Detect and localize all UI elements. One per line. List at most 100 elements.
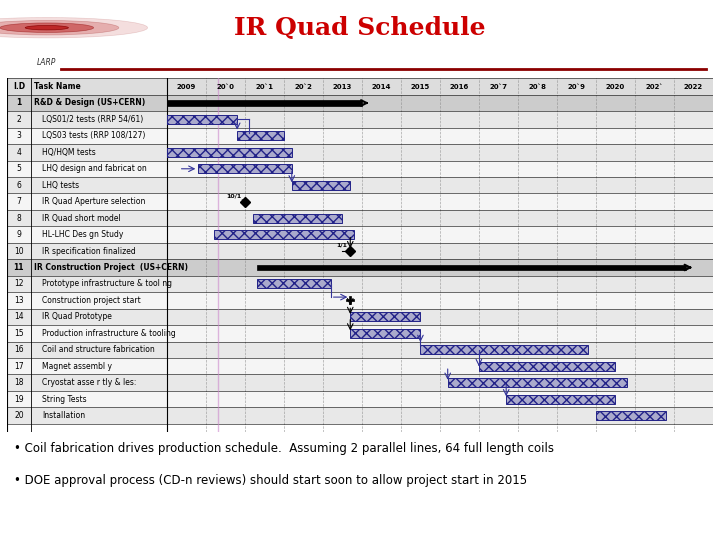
Bar [214,230,354,239]
Bar [7,292,713,309]
Bar [7,94,713,111]
Text: 16: 16 [14,345,24,354]
Bar [350,329,420,338]
Text: 13: 13 [14,296,24,305]
Text: LQS03 tests (RRP 108/127): LQS03 tests (RRP 108/127) [42,131,145,140]
Text: Production infrastructure & tooling: Production infrastructure & tooling [42,329,176,338]
Text: 2: 2 [17,115,22,124]
Text: 1: 1 [17,98,22,107]
Text: I.D: I.D [13,82,25,91]
Text: • Coil fabrication drives production schedule.  Assuming 2 parallel lines, 64 fu: • Coil fabrication drives production sch… [14,442,554,455]
Text: 2022: 2022 [684,84,703,90]
Text: 14: 14 [14,312,24,321]
Bar [479,362,616,371]
Bar [7,177,713,193]
Text: 2020: 2020 [606,84,625,90]
Text: 10/1: 10/1 [227,193,242,198]
Bar [7,374,713,391]
Text: IR Quad Prototype: IR Quad Prototype [42,312,112,321]
Text: HL-LHC Des gn Study: HL-LHC Des gn Study [42,230,124,239]
Bar [7,243,713,259]
Text: IR Quad Aperture selection: IR Quad Aperture selection [42,197,145,206]
Bar [7,276,713,292]
Text: Summary and HL-LHC Plan: Summary and HL-LHC Plan [300,518,420,527]
Bar [350,312,420,321]
Text: 20`0: 20`0 [217,84,235,90]
Text: 2009: 2009 [177,84,197,90]
Text: 20`7: 20`7 [490,84,508,90]
Text: LHQ tests: LHQ tests [42,181,79,190]
Text: 20`9: 20`9 [567,84,585,90]
Text: 202`: 202` [645,84,663,90]
Bar [7,391,713,407]
Bar [7,358,713,374]
Text: 6: 6 [17,181,22,190]
Text: 1/1: 1/1 [336,243,347,248]
Bar [7,259,713,276]
Text: 2014: 2014 [372,84,391,90]
Bar [198,164,292,173]
Bar [7,193,713,210]
Bar [7,341,713,358]
Bar [7,325,713,341]
Text: Prototype infrastructure & tool ng: Prototype infrastructure & tool ng [42,279,172,288]
Text: 17: 17 [14,362,24,370]
Text: IR specification finalized: IR specification finalized [42,247,136,255]
Bar [7,160,713,177]
Text: String Tests: String Tests [42,395,87,403]
Text: 4: 4 [17,148,22,157]
Text: DOE Review, June 1, 2011: DOE Review, June 1, 2011 [7,518,125,527]
Text: LHQ design and fabricat on: LHQ design and fabricat on [42,164,147,173]
Bar [420,345,588,354]
Text: LARP: LARP [37,58,56,67]
Text: 9: 9 [17,230,22,239]
Text: LQS01/2 tests (RRP 54/61): LQS01/2 tests (RRP 54/61) [42,115,143,124]
Circle shape [0,21,119,35]
Text: • DOE approval process (CD-n reviews) should start soon to allow project start i: • DOE approval process (CD-n reviews) sh… [14,474,527,487]
Text: 7: 7 [17,197,22,206]
Text: 2016: 2016 [450,84,469,90]
Bar [7,127,713,144]
Text: IR Construction Project  (US+CERN): IR Construction Project (US+CERN) [35,263,189,272]
Text: IR Quad Schedule: IR Quad Schedule [234,16,486,40]
Text: Gian Luca Sabbi: Gian Luca Sabbi [639,518,713,527]
Text: 20`8: 20`8 [528,84,546,90]
Text: Installation: Installation [42,411,86,420]
Text: 19: 19 [14,395,24,403]
Text: Coil and structure fabrication: Coil and structure fabrication [42,345,155,354]
Bar [237,131,284,140]
Text: 20`1: 20`1 [256,84,274,90]
Bar [167,100,362,106]
Text: IR Quad short model: IR Quad short model [42,214,121,222]
Text: 3: 3 [17,131,22,140]
Text: 18: 18 [14,378,24,387]
Circle shape [0,17,148,38]
Bar [7,309,713,325]
Bar [7,210,713,226]
Text: 2015: 2015 [411,84,430,90]
Text: R&D & Design (US+CERN): R&D & Design (US+CERN) [35,98,145,107]
Text: Construction project start: Construction project start [42,296,141,305]
Text: 11: 11 [14,263,24,272]
Bar [506,395,616,403]
Text: HQ/HQM tests: HQ/HQM tests [42,148,96,157]
Text: 15: 15 [14,329,24,338]
Circle shape [25,25,68,30]
Bar [448,378,627,387]
Bar [7,144,713,160]
Bar [7,111,713,127]
Text: Task Name: Task Name [35,82,81,91]
Bar [7,78,713,94]
Bar [167,148,292,157]
Bar [257,279,330,288]
Text: Magnet assembl y: Magnet assembl y [42,362,112,370]
Text: 8: 8 [17,214,22,222]
Text: 20: 20 [14,411,24,420]
Text: 2013: 2013 [333,84,352,90]
Bar [596,411,666,420]
Text: 10: 10 [14,247,24,255]
Bar [253,214,343,222]
Text: 20`2: 20`2 [294,84,312,90]
Text: Cryostat asse r tly & les:: Cryostat asse r tly & les: [42,378,137,387]
Bar [7,226,713,243]
